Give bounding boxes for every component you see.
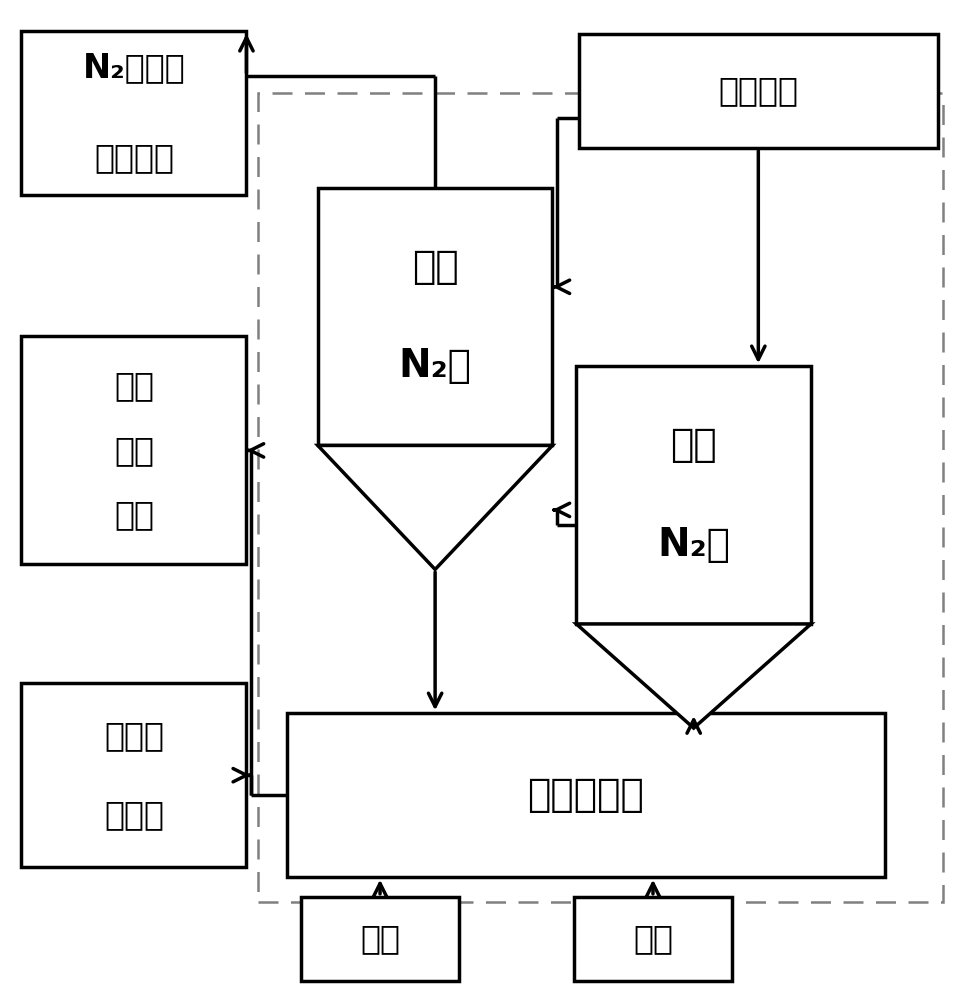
Text: N₂冷: N₂冷 (399, 347, 471, 385)
Text: N₂冷: N₂冷 (657, 526, 730, 564)
Bar (21, 336, 246, 564)
Bar (574, 897, 732, 981)
Bar (287, 713, 885, 877)
Text: 二级: 二级 (670, 426, 717, 464)
Text: 接触: 接触 (114, 369, 154, 402)
Polygon shape (318, 445, 553, 569)
Bar (318, 188, 553, 445)
Text: 循环利用: 循环利用 (94, 141, 174, 174)
Text: 空气冷: 空气冷 (104, 719, 164, 752)
Bar (21, 31, 246, 195)
Text: 式换: 式换 (114, 434, 154, 467)
Bar (577, 366, 811, 624)
Polygon shape (577, 624, 811, 728)
Text: 氮气: 氮气 (360, 922, 400, 955)
Text: 氮气: 氮气 (633, 922, 673, 955)
Text: 一级: 一级 (412, 248, 459, 286)
Text: N₂冷却后: N₂冷却后 (82, 52, 185, 85)
Bar (579, 34, 938, 148)
Bar (258, 93, 943, 902)
Bar (301, 897, 459, 981)
Text: 热器: 热器 (114, 498, 154, 531)
Bar (21, 683, 246, 867)
Text: 流动密封阀: 流动密封阀 (527, 776, 644, 814)
Text: 却阶段: 却阶段 (104, 798, 164, 831)
Text: 还原产品: 还原产品 (719, 74, 798, 107)
